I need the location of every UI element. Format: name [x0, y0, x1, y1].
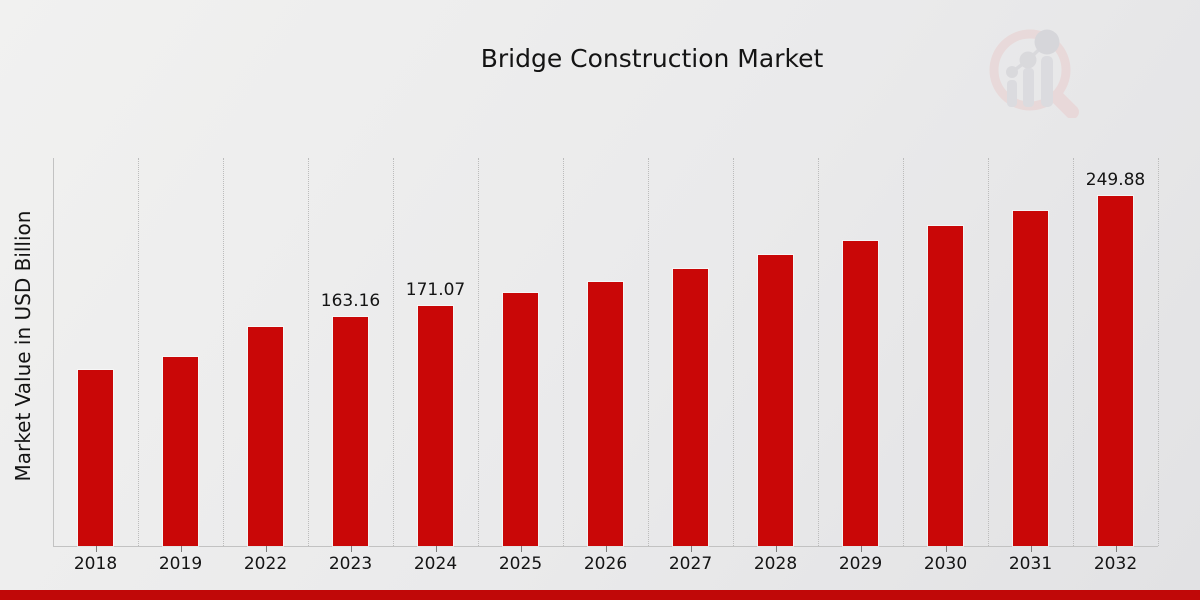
bar-value-label-2024: 171.07 [405, 280, 466, 300]
gridline [392, 158, 394, 546]
y-axis-label: Market Value in USD Billion [11, 210, 35, 482]
gridline [987, 158, 989, 546]
gridline [817, 158, 819, 546]
x-tick-label-2025: 2025 [498, 554, 543, 574]
x-tick-label-2026: 2026 [583, 554, 628, 574]
x-tick-mark [95, 546, 97, 552]
bar-2029 [842, 240, 879, 547]
plot-area: 2018 2019 2022 163.16 2023 171.07 2024 2025 2026… [53, 158, 1159, 574]
x-tick-label-2029: 2029 [838, 554, 883, 574]
x-tick-mark [180, 546, 182, 552]
x-tick-label-2031: 2031 [1008, 554, 1053, 574]
bar-2025 [502, 292, 539, 547]
bar-2019 [162, 356, 199, 547]
x-tick-mark [945, 546, 947, 552]
x-tick-label-2032: 2032 [1093, 554, 1138, 574]
x-tick-mark [690, 546, 692, 552]
x-tick-mark [860, 546, 862, 552]
bar-2022 [247, 326, 284, 547]
bar-value-label-2023: 163.16 [320, 291, 381, 311]
bar-2023 [332, 316, 369, 547]
bar-2032 [1097, 195, 1134, 547]
gridline [137, 158, 139, 546]
x-tick-label-2028: 2028 [753, 554, 798, 574]
gridline [732, 158, 734, 546]
bottom-accent-bar [0, 590, 1200, 600]
gridline [307, 158, 309, 546]
x-tick-label-2027: 2027 [668, 554, 713, 574]
x-tick-mark [1030, 546, 1032, 552]
y-axis-line [53, 158, 54, 546]
gridline [222, 158, 224, 546]
gridline [477, 158, 479, 546]
x-tick-label-2022: 2022 [243, 554, 288, 574]
x-tick-label-2018: 2018 [73, 554, 118, 574]
x-tick-mark [775, 546, 777, 552]
gridline [902, 158, 904, 546]
gridline [647, 158, 649, 546]
x-tick-label-2024: 2024 [413, 554, 458, 574]
x-tick-label-2019: 2019 [158, 554, 203, 574]
x-tick-mark [265, 546, 267, 552]
x-tick-mark [520, 546, 522, 552]
x-tick-label-2023: 2023 [328, 554, 373, 574]
bar-2018 [77, 369, 114, 547]
x-tick-mark [350, 546, 352, 552]
chart-title: Bridge Construction Market [480, 44, 824, 73]
bar-2026 [587, 281, 624, 547]
bar-2024 [417, 305, 454, 547]
x-tick-mark [605, 546, 607, 552]
gridline [1072, 158, 1074, 546]
bar-2031 [1012, 210, 1049, 547]
magnifier-barchart-watermark-icon [989, 29, 1079, 118]
x-tick-mark [1115, 546, 1117, 552]
x-tick-label-2030: 2030 [923, 554, 968, 574]
bar-2028 [757, 254, 794, 547]
bar-2027 [672, 268, 709, 547]
gridline [1157, 158, 1159, 546]
x-tick-mark [435, 546, 437, 552]
gridline [562, 158, 564, 546]
bar-value-label-2032: 249.88 [1085, 170, 1146, 190]
bar-2030 [927, 225, 964, 547]
bar-chart-icon [1006, 29, 1060, 107]
